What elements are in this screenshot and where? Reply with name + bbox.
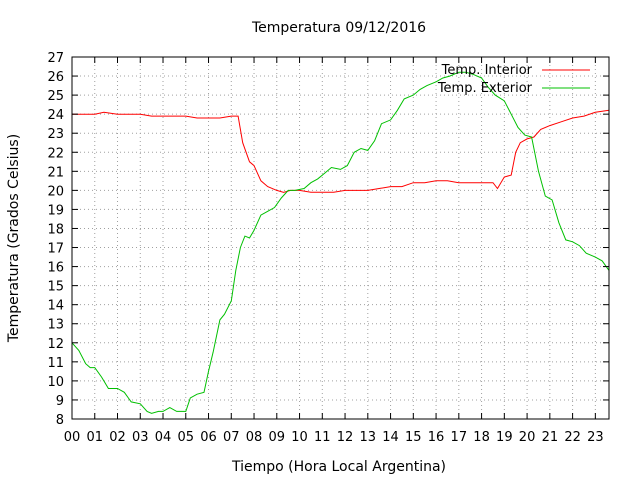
y-tick-label: 26 bbox=[47, 70, 64, 85]
y-tick-label: 16 bbox=[47, 261, 64, 276]
y-tick-label: 9 bbox=[56, 394, 64, 409]
y-tick-label: 27 bbox=[47, 51, 64, 66]
x-tick-label: 23 bbox=[587, 430, 604, 445]
x-tick-label: 20 bbox=[519, 430, 536, 445]
y-tick-label: 23 bbox=[47, 127, 64, 142]
x-axis-title: Tiempo (Hora Local Argentina) bbox=[231, 459, 446, 475]
x-tick-label: 09 bbox=[269, 430, 286, 445]
x-tick-label: 00 bbox=[64, 430, 81, 445]
y-tick-label: 15 bbox=[47, 280, 64, 295]
x-tick-label: 07 bbox=[223, 430, 240, 445]
x-tick-label: 21 bbox=[542, 430, 559, 445]
x-tick-label: 10 bbox=[291, 430, 308, 445]
x-tick-label: 11 bbox=[314, 430, 331, 445]
x-tick-label: 22 bbox=[564, 430, 581, 445]
x-tick-label: 12 bbox=[337, 430, 354, 445]
x-tick-label: 15 bbox=[405, 430, 422, 445]
x-tick-label: 06 bbox=[200, 430, 217, 445]
y-tick-label: 21 bbox=[47, 165, 64, 180]
x-tick-label: 18 bbox=[473, 430, 490, 445]
grid bbox=[72, 57, 609, 419]
series-layer bbox=[71, 71, 610, 414]
x-tick-label: 16 bbox=[428, 430, 445, 445]
legend-label-interior: Temp. Interior bbox=[441, 63, 533, 78]
chart-title: Temperatura 09/12/2016 bbox=[251, 20, 426, 36]
x-tick-labels: 00 01 02 03 04 05 06 07 08 09 10 11 12 13 14 15 16 17 18 19… bbox=[64, 430, 604, 445]
y-tick-label: 18 bbox=[47, 222, 64, 237]
x-tick-label: 14 bbox=[382, 430, 399, 445]
series-line-interior bbox=[72, 109, 610, 193]
y-tick-label: 22 bbox=[47, 146, 64, 161]
y-tick-label: 24 bbox=[47, 108, 64, 123]
y-tick-label: 13 bbox=[47, 318, 64, 333]
y-tick-label: 19 bbox=[47, 203, 64, 218]
legend-label-exterior: Temp. Exterior bbox=[437, 81, 533, 96]
legend: Temp. Interior Temp. Exterior bbox=[437, 63, 590, 96]
x-tick-label: 04 bbox=[155, 430, 172, 445]
y-tick-label: 14 bbox=[47, 299, 64, 314]
x-tick-label: 17 bbox=[451, 430, 468, 445]
y-tick-label: 12 bbox=[47, 337, 64, 352]
x-tick-label: 13 bbox=[360, 430, 377, 445]
series-line-exterior bbox=[71, 71, 610, 414]
x-tick-label: 03 bbox=[132, 430, 149, 445]
y-tick-label: 20 bbox=[47, 184, 64, 199]
x-tick-label: 08 bbox=[246, 430, 263, 445]
y-tick-label: 17 bbox=[47, 242, 64, 257]
y-axis-title: Temperatura (Grados Celsius) bbox=[6, 134, 22, 343]
y-tick-label: 11 bbox=[47, 356, 64, 371]
x-tick-label: 01 bbox=[86, 430, 103, 445]
ticks bbox=[71, 56, 609, 420]
y-tick-label: 8 bbox=[56, 413, 64, 428]
x-tick-label: 19 bbox=[496, 430, 513, 445]
y-tick-label: 10 bbox=[47, 375, 64, 390]
plot-frame bbox=[71, 56, 610, 420]
x-tick-label: 02 bbox=[109, 430, 126, 445]
y-tick-label: 25 bbox=[47, 89, 64, 104]
y-tick-labels: 8 9 10 11 12 13 14 15 16 17 18 19 20 21 22 23 24 25 26 27 bbox=[47, 51, 64, 428]
x-tick-label: 05 bbox=[177, 430, 194, 445]
